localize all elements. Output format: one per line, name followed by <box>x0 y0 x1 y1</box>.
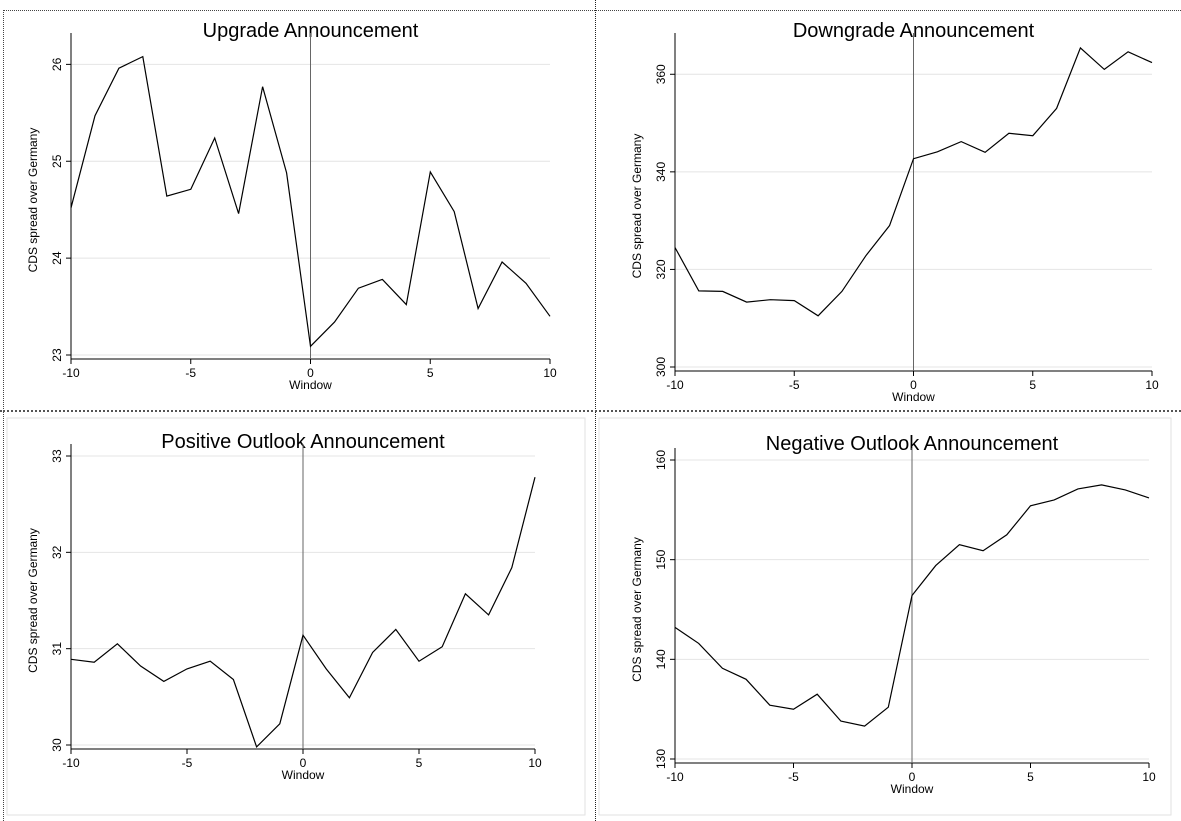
y-tick-label: 340 <box>654 162 668 182</box>
y-tick-label: 25 <box>50 154 64 168</box>
chart-svg: Upgrade Announcement 23 24 25 26 -10 -5 0 5 10 Win… <box>26 20 557 392</box>
x-tick-label: 5 <box>1029 378 1036 392</box>
y-tick-label: 24 <box>50 251 64 265</box>
chart-panel-negative-outlook: Negative Outlook Announcement 130 140 150 16… <box>597 412 1181 821</box>
x-tick-label: -10 <box>62 366 80 380</box>
y-tick-label: 33 <box>50 449 64 463</box>
chart-title: Negative Outlook Announcement <box>766 433 1059 455</box>
series-line <box>70 477 536 749</box>
y-axis-label: CDS spread over Germany <box>630 537 644 682</box>
y-tick-label: 300 <box>654 357 668 377</box>
outer-top-border <box>3 10 1181 11</box>
x-tick-label: 0 <box>307 366 314 380</box>
y-tick-label: 360 <box>654 64 668 84</box>
chart-svg: Positive Outlook Announcement 30 31 32 33 -10… <box>6 417 586 816</box>
x-tick-label: 10 <box>1145 378 1159 392</box>
x-tick-label: 10 <box>543 366 557 380</box>
plot-frame <box>6 417 586 816</box>
x-tick-label: -10 <box>666 770 684 784</box>
x-tick-label: 0 <box>910 378 917 392</box>
y-tick-label: 30 <box>50 738 64 752</box>
outer-left-border <box>3 10 4 821</box>
x-axis-label: Window <box>289 378 332 392</box>
x-axis-label: Window <box>892 390 935 404</box>
x-tick-label: -5 <box>788 770 799 784</box>
x-tick-label: -5 <box>789 378 800 392</box>
chart-title: Positive Outlook Announcement <box>161 431 445 453</box>
x-tick-label: 0 <box>300 756 307 770</box>
horizontal-divider <box>0 410 1181 412</box>
chart-title: Downgrade Announcement <box>793 20 1035 42</box>
x-tick-label: 5 <box>1027 770 1034 784</box>
series-line <box>674 484 1150 727</box>
x-tick-label: 10 <box>1142 770 1156 784</box>
chart-svg: Downgrade Announcement 300 320 340 360 -10 -5 0… <box>630 20 1159 404</box>
series-line <box>70 55 551 348</box>
y-axis-label: CDS spread over Germany <box>26 128 40 273</box>
y-tick-label: 140 <box>654 649 668 669</box>
chart-svg: Negative Outlook Announcement 130 140 150 16… <box>598 417 1172 816</box>
x-tick-label: -5 <box>185 366 196 380</box>
plot-frame <box>598 417 1172 816</box>
x-axis-label: Window <box>891 782 934 796</box>
y-tick-label: 320 <box>654 259 668 279</box>
x-tick-label: 5 <box>427 366 434 380</box>
y-tick-label: 32 <box>50 545 64 559</box>
chart-panel-upgrade: Upgrade Announcement 23 24 25 26 -10 -5 0 5 10 Win… <box>5 12 595 409</box>
y-tick-label: 26 <box>50 57 64 71</box>
chart-panel-downgrade: Downgrade Announcement 300 320 340 360 -10 -5 0… <box>597 12 1181 409</box>
series-line <box>674 46 1153 317</box>
chart-title: Upgrade Announcement <box>203 20 419 42</box>
x-tick-label: 10 <box>528 756 542 770</box>
y-axis-label: CDS spread over Germany <box>630 134 644 279</box>
y-tick-label: 31 <box>50 642 64 656</box>
y-axis-label: CDS spread over Germany <box>26 528 40 673</box>
x-tick-label: -5 <box>182 756 193 770</box>
x-axis-label: Window <box>282 768 325 782</box>
x-tick-label: 5 <box>416 756 423 770</box>
y-tick-label: 23 <box>50 348 64 362</box>
y-tick-label: 150 <box>654 549 668 569</box>
x-tick-label: 0 <box>909 770 916 784</box>
x-tick-label: -10 <box>62 756 80 770</box>
chart-panel-positive-outlook: Positive Outlook Announcement 30 31 32 33 -10… <box>5 412 595 821</box>
y-tick-label: 130 <box>654 749 668 769</box>
y-tick-label: 160 <box>654 450 668 470</box>
x-tick-label: -10 <box>666 378 684 392</box>
